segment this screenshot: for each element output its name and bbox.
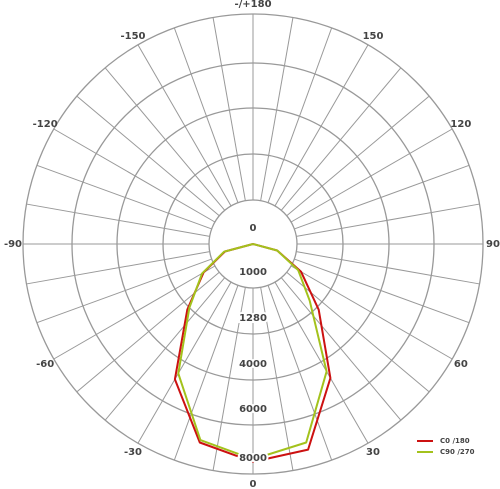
spoke: [286, 271, 430, 393]
spoke: [26, 251, 210, 285]
angle-label: -/+180: [234, 0, 271, 10]
spoke: [267, 27, 333, 203]
spoke: [173, 285, 239, 461]
angle-label: 30: [366, 447, 380, 458]
r-tick-label: 4000: [239, 359, 267, 370]
spoke: [76, 271, 220, 393]
angle-label: -150: [120, 31, 145, 42]
spoke: [76, 95, 220, 217]
spoke: [137, 44, 232, 207]
ring: [208, 199, 298, 289]
legend-label: C90 /270: [440, 448, 475, 456]
spoke: [280, 277, 402, 421]
spoke: [296, 251, 480, 285]
series-line: [177, 243, 328, 461]
angle-label: 60: [454, 359, 468, 370]
spoke: [36, 164, 212, 230]
spoke: [286, 95, 430, 217]
legend-label: C0 /180: [440, 437, 470, 445]
spoke: [173, 27, 239, 203]
spoke: [36, 258, 212, 324]
spoke: [53, 265, 216, 360]
spoke: [137, 281, 232, 444]
spoke: [294, 164, 470, 230]
r-tick-label: 6000: [239, 404, 267, 415]
spoke: [274, 44, 369, 207]
spoke: [294, 258, 470, 324]
angle-label: 90: [486, 239, 500, 250]
angle-label: 120: [450, 119, 471, 130]
r-tick-label: 1280: [239, 313, 267, 324]
r-tick-label: 8000: [239, 453, 267, 464]
ring: [71, 62, 435, 426]
ring: [162, 153, 344, 335]
ring: [22, 13, 484, 475]
spoke: [53, 128, 216, 223]
angle-label: -90: [4, 239, 22, 250]
spoke: [290, 128, 453, 223]
ring: [116, 107, 390, 381]
spoke: [296, 203, 480, 237]
spoke: [274, 281, 369, 444]
angle-label: -120: [33, 119, 58, 130]
spoke: [260, 287, 294, 471]
angle-label: 0: [250, 479, 257, 489]
spoke: [104, 67, 226, 211]
r-tick-label: 1000: [239, 267, 267, 278]
spoke: [260, 17, 294, 201]
spoke: [212, 287, 246, 471]
angle-label: 150: [363, 31, 384, 42]
spoke: [212, 17, 246, 201]
angle-label: -60: [36, 359, 54, 370]
angle-label: -30: [124, 447, 142, 458]
spoke: [280, 67, 402, 211]
spoke: [26, 203, 210, 237]
spoke: [290, 265, 453, 360]
r-tick-label: 0: [250, 223, 257, 234]
spoke: [267, 285, 333, 461]
spoke: [104, 277, 226, 421]
